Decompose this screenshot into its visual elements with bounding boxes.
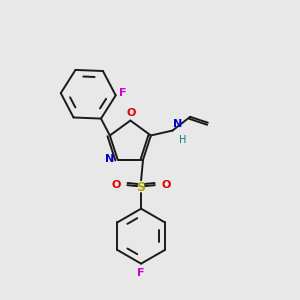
Text: O: O	[162, 180, 171, 190]
Text: N: N	[104, 154, 114, 164]
Text: N: N	[173, 118, 183, 129]
Text: H: H	[179, 136, 187, 146]
Text: F: F	[118, 88, 126, 98]
Text: O: O	[111, 180, 121, 190]
Text: O: O	[127, 108, 136, 118]
Text: F: F	[137, 268, 145, 278]
Text: S: S	[136, 181, 146, 194]
